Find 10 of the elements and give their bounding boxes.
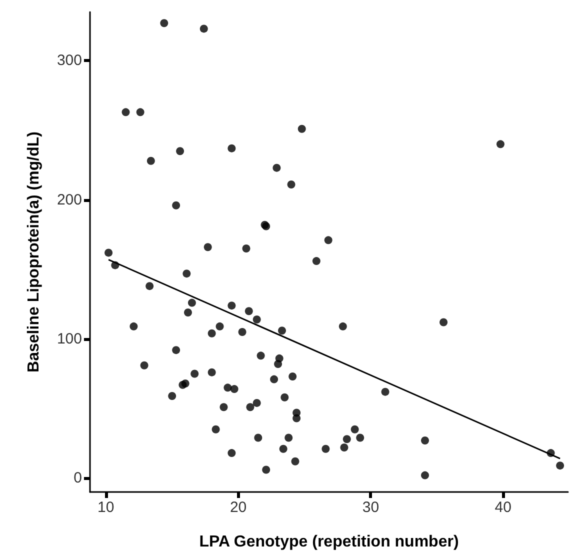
x-axis-title: LPA Genotype (repetition number) bbox=[199, 534, 459, 550]
y-tick-label: 300 bbox=[56, 52, 82, 70]
x-tick-label: 10 bbox=[98, 499, 114, 516]
y-tick-label: 100 bbox=[56, 330, 82, 348]
y-tick-label: 200 bbox=[56, 191, 82, 208]
y-axis-title: Baseline Lipoprotein(a) (mg/dL) bbox=[26, 132, 42, 372]
x-tick-label: 20 bbox=[230, 499, 247, 516]
y-tick-label: 0 bbox=[74, 470, 82, 487]
x-tick-label: 40 bbox=[494, 499, 512, 516]
x-tick-label: 30 bbox=[362, 499, 380, 516]
